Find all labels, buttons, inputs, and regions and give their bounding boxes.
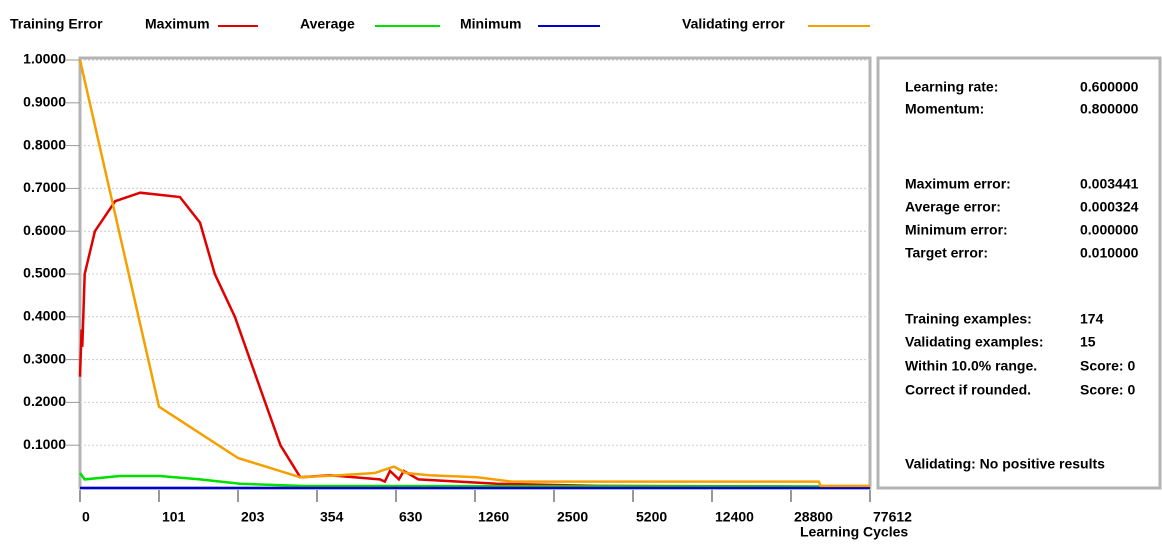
legend-label: Minimum	[460, 16, 521, 32]
info-panel	[876, 56, 1162, 490]
y-tick-label: 0.3000	[23, 350, 66, 366]
legend-label: Average	[300, 16, 355, 32]
info-label: Target error:	[905, 245, 988, 261]
info-value: 0.800000	[1080, 101, 1139, 117]
info-value: 0.010000	[1080, 245, 1139, 261]
legend-label: Maximum	[145, 16, 210, 32]
x-tick-label: 28800	[794, 509, 833, 525]
info-label: Maximum error:	[905, 176, 1011, 192]
info-value: 0.003441	[1080, 176, 1139, 192]
info-label: Learning rate:	[905, 79, 998, 95]
info-value: 0.600000	[1080, 79, 1139, 95]
series-line	[78, 59, 870, 488]
info-label: Momentum:	[905, 101, 984, 117]
status: Validating: No positive results	[905, 456, 1105, 472]
x-tick-label: 101	[162, 509, 186, 525]
info-value: 15	[1080, 334, 1096, 350]
y-tick-label: 0.1000	[23, 436, 66, 452]
chart-title: Training Error	[10, 16, 103, 32]
info-value: Score: 0	[1080, 382, 1135, 398]
info-value: 0.000324	[1080, 199, 1139, 215]
info-label: Average error:	[905, 199, 1001, 215]
x-tick-label: 354	[320, 509, 344, 525]
y-tick-label: 0.5000	[23, 265, 66, 281]
x-tick-label: 12400	[715, 509, 754, 525]
info-label: Training examples:	[905, 311, 1032, 327]
info-label: Correct if rounded.	[905, 382, 1031, 398]
legend-label: Validating error	[682, 16, 785, 32]
plot-frame	[78, 56, 872, 490]
y-tick-label: 0.7000	[23, 179, 66, 195]
x-tick-label: 0	[82, 509, 90, 525]
info-value: 0.000000	[1080, 222, 1139, 238]
series-line	[78, 472, 871, 488]
y-tick-label: 1.0000	[23, 51, 66, 67]
info-label: Validating examples:	[905, 334, 1044, 350]
info-label: Within 10.0% range.	[905, 358, 1037, 374]
info-label: Minimum error:	[905, 222, 1008, 238]
x-tick-label: 203	[241, 509, 265, 525]
x-tick-label: 1260	[478, 509, 509, 525]
info-value: 174	[1080, 311, 1104, 327]
y-tick-label: 0.2000	[23, 393, 66, 409]
y-tick-label: 0.4000	[23, 308, 66, 324]
y-tick-label: 0.9000	[23, 94, 66, 110]
y-tick-label: 0.6000	[23, 222, 66, 238]
info-value: Score: 0	[1080, 358, 1135, 374]
y-tick-label: 0.8000	[23, 136, 66, 152]
x-tick-label: 5200	[636, 509, 667, 525]
x-axis-label: Learning Cycles	[800, 524, 908, 540]
x-tick-label: 2500	[557, 509, 588, 525]
x-tick-label: 77612	[873, 509, 912, 525]
x-tick-label: 630	[399, 509, 423, 525]
